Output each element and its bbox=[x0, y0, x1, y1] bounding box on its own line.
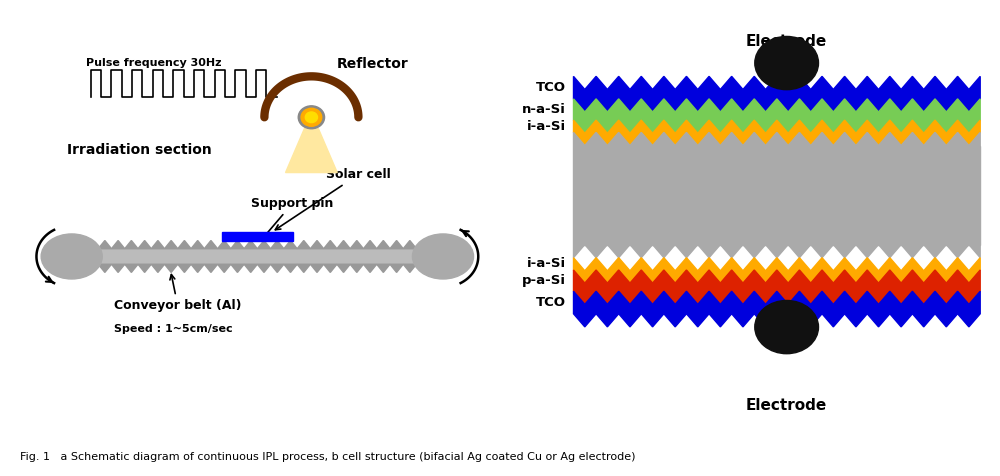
Polygon shape bbox=[231, 264, 244, 272]
Text: Fig. 1   a Schematic diagram of continuous IPL process, b cell structure (bifaci: Fig. 1 a Schematic diagram of continuous… bbox=[20, 452, 636, 462]
Polygon shape bbox=[125, 240, 138, 248]
Polygon shape bbox=[191, 240, 204, 248]
Polygon shape bbox=[85, 240, 98, 248]
Polygon shape bbox=[111, 264, 125, 272]
Polygon shape bbox=[98, 240, 111, 248]
Text: Electrode: Electrode bbox=[746, 34, 827, 49]
Text: Electrode: Electrode bbox=[746, 398, 827, 413]
Polygon shape bbox=[574, 132, 980, 258]
Polygon shape bbox=[337, 264, 350, 272]
Polygon shape bbox=[377, 264, 390, 272]
Text: n-Si: n-Si bbox=[936, 188, 966, 201]
Polygon shape bbox=[324, 264, 337, 272]
Polygon shape bbox=[284, 240, 297, 248]
Polygon shape bbox=[204, 264, 218, 272]
Polygon shape bbox=[310, 240, 324, 248]
Polygon shape bbox=[574, 270, 980, 304]
Polygon shape bbox=[310, 264, 324, 272]
Text: Conveyor belt (Al): Conveyor belt (Al) bbox=[114, 275, 242, 312]
Polygon shape bbox=[125, 264, 138, 272]
Polygon shape bbox=[111, 240, 125, 248]
Polygon shape bbox=[85, 264, 98, 272]
Polygon shape bbox=[390, 240, 403, 248]
Polygon shape bbox=[377, 240, 390, 248]
Polygon shape bbox=[72, 264, 85, 272]
Polygon shape bbox=[337, 240, 350, 248]
Text: TCO: TCO bbox=[536, 296, 566, 309]
Polygon shape bbox=[271, 240, 284, 248]
Circle shape bbox=[301, 108, 322, 126]
Polygon shape bbox=[297, 264, 310, 272]
Polygon shape bbox=[138, 264, 151, 272]
Polygon shape bbox=[204, 240, 218, 248]
Polygon shape bbox=[416, 240, 430, 248]
Polygon shape bbox=[286, 129, 337, 173]
Polygon shape bbox=[430, 264, 443, 272]
Text: i-a-Si: i-a-Si bbox=[527, 120, 566, 133]
Polygon shape bbox=[297, 240, 310, 248]
Polygon shape bbox=[284, 264, 297, 272]
Polygon shape bbox=[98, 264, 111, 272]
Polygon shape bbox=[363, 240, 377, 248]
Text: p-a-Si: p-a-Si bbox=[522, 274, 566, 287]
Polygon shape bbox=[403, 264, 416, 272]
Polygon shape bbox=[191, 264, 204, 272]
Polygon shape bbox=[151, 264, 165, 272]
Text: i-a-Si: i-a-Si bbox=[527, 258, 566, 270]
Polygon shape bbox=[574, 99, 980, 133]
Polygon shape bbox=[72, 240, 85, 248]
Polygon shape bbox=[350, 264, 363, 272]
Ellipse shape bbox=[412, 234, 474, 279]
Polygon shape bbox=[165, 264, 178, 272]
Polygon shape bbox=[574, 258, 980, 283]
Polygon shape bbox=[244, 240, 257, 248]
Polygon shape bbox=[218, 240, 231, 248]
Text: Support pin: Support pin bbox=[251, 197, 334, 241]
Polygon shape bbox=[390, 264, 403, 272]
Text: n-a-Si: n-a-Si bbox=[522, 103, 566, 116]
Text: Pulse frequency 30Hz: Pulse frequency 30Hz bbox=[86, 58, 221, 68]
Circle shape bbox=[305, 112, 318, 123]
Text: Speed : 1~5cm/sec: Speed : 1~5cm/sec bbox=[114, 324, 233, 334]
Polygon shape bbox=[574, 291, 980, 327]
Polygon shape bbox=[574, 120, 980, 146]
Polygon shape bbox=[178, 240, 191, 248]
Polygon shape bbox=[218, 264, 231, 272]
Polygon shape bbox=[416, 264, 430, 272]
Polygon shape bbox=[363, 264, 377, 272]
Bar bbox=[222, 232, 293, 240]
Text: Reflector: Reflector bbox=[337, 57, 408, 71]
Ellipse shape bbox=[41, 234, 102, 279]
Polygon shape bbox=[403, 240, 416, 248]
Bar bbox=[574, 146, 980, 245]
Circle shape bbox=[755, 37, 819, 89]
Polygon shape bbox=[271, 264, 284, 272]
Text: Irradiation section: Irradiation section bbox=[67, 143, 212, 157]
Circle shape bbox=[755, 300, 819, 354]
Text: TCO: TCO bbox=[536, 81, 566, 94]
Polygon shape bbox=[257, 264, 271, 272]
Polygon shape bbox=[324, 240, 337, 248]
Polygon shape bbox=[430, 240, 443, 248]
Polygon shape bbox=[138, 240, 151, 248]
Polygon shape bbox=[257, 240, 271, 248]
Polygon shape bbox=[151, 240, 165, 248]
Polygon shape bbox=[231, 240, 244, 248]
Polygon shape bbox=[178, 264, 191, 272]
Bar bbox=[72, 248, 443, 264]
Polygon shape bbox=[244, 264, 257, 272]
Circle shape bbox=[298, 106, 325, 129]
Polygon shape bbox=[165, 240, 178, 248]
Polygon shape bbox=[574, 76, 980, 112]
Polygon shape bbox=[350, 240, 363, 248]
Text: Solar cell: Solar cell bbox=[275, 168, 391, 230]
